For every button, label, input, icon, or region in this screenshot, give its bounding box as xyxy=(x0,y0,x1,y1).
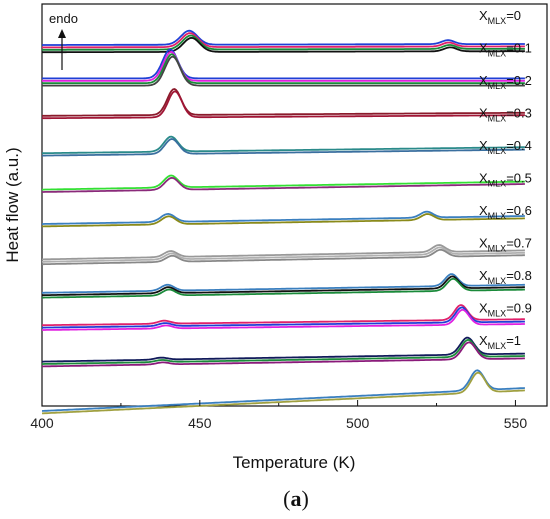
series-label-subscript: MLX xyxy=(488,81,507,91)
series-label-prefix: X xyxy=(479,41,488,56)
x-tick-label: 500 xyxy=(346,415,370,431)
series-label: XMLX=0.8 xyxy=(479,268,532,286)
series-label-subscript: MLX xyxy=(488,244,507,254)
curve-line xyxy=(42,34,525,51)
curve-line xyxy=(42,275,525,297)
curves xyxy=(41,29,525,415)
series-label-value: =0 xyxy=(506,8,521,23)
curve-line xyxy=(42,339,525,365)
series-label-prefix: X xyxy=(479,236,488,251)
series-label-value: =0.1 xyxy=(506,41,532,56)
series-label: XMLX=0.6 xyxy=(479,203,532,221)
series-label-value: =0.5 xyxy=(506,171,532,186)
curve-line xyxy=(42,210,525,225)
x-axis-ticks: 400 450 500 550 xyxy=(30,400,527,431)
series-label: XMLX=0.7 xyxy=(479,236,532,254)
curve-line xyxy=(42,135,525,155)
series-label-subscript: MLX xyxy=(488,146,507,156)
series-label-subscript: MLX xyxy=(488,179,507,189)
series-label-prefix: X xyxy=(479,171,488,186)
curve-line xyxy=(42,29,525,46)
curve-line xyxy=(42,309,525,331)
series-label: XMLX=0.1 xyxy=(479,41,532,59)
endo-arrow-head xyxy=(58,29,66,38)
curve-line xyxy=(42,306,525,329)
series-label-prefix: X xyxy=(479,8,488,23)
series-label-subscript: MLX xyxy=(488,114,507,124)
curve-line xyxy=(41,371,525,415)
series-label-value: =0.6 xyxy=(506,203,532,218)
curve-line xyxy=(42,53,525,85)
curve-line xyxy=(42,48,525,80)
series-label: XMLX=0 xyxy=(479,8,521,26)
series-label-prefix: X xyxy=(479,333,488,348)
series-label-value: =1 xyxy=(506,333,521,348)
series-label-prefix: X xyxy=(479,73,488,88)
series-label-value: =0.9 xyxy=(506,301,532,316)
series-label-value: =0.7 xyxy=(506,236,532,251)
series-label-subscript: MLX xyxy=(488,276,507,286)
series-label-subscript: MLX xyxy=(488,211,507,221)
series-label: XMLX=0.4 xyxy=(479,138,532,156)
series-label: XMLX=0.9 xyxy=(479,301,532,319)
series-label-value: =0.3 xyxy=(506,106,532,121)
series-label: XMLX=0.3 xyxy=(479,106,532,124)
curve-line xyxy=(42,55,525,87)
curve-line xyxy=(42,304,525,327)
curve-line xyxy=(42,341,525,368)
curve-line xyxy=(42,248,525,266)
series-label-prefix: X xyxy=(479,301,488,316)
series-labels: XMLX=0XMLX=0.1XMLX=0.2XMLX=0.3XMLX=0.4XM… xyxy=(479,8,532,351)
series-label: XMLX=1 xyxy=(479,333,521,351)
plot-frame xyxy=(41,3,548,407)
series-label-subscript: MLX xyxy=(488,49,507,59)
curve-line xyxy=(42,90,525,120)
curve-line xyxy=(42,88,525,117)
series-label-subscript: MLX xyxy=(488,309,507,319)
curve-line xyxy=(42,213,525,228)
series-label-subscript: MLX xyxy=(488,16,507,26)
endo-annotation: endo xyxy=(49,11,78,26)
curve-line xyxy=(42,174,525,191)
panel-letter: a xyxy=(291,486,302,511)
curve-line xyxy=(42,246,525,263)
x-tick-label: 450 xyxy=(188,415,212,431)
x-tick-label: 550 xyxy=(504,415,528,431)
series-label-value: =0.2 xyxy=(506,73,532,88)
series-label-value: =0.4 xyxy=(506,138,532,153)
series-label: XMLX=0.2 xyxy=(479,73,532,91)
x-tick-label: 400 xyxy=(30,415,54,431)
series-label: XMLX=0.5 xyxy=(479,171,532,189)
curve-line xyxy=(42,50,525,82)
curve-line xyxy=(42,273,525,294)
panel-label: (a) xyxy=(283,486,309,511)
x-axis-title: Temperature (K) xyxy=(233,453,356,472)
series-label-value: =0.8 xyxy=(506,268,532,283)
y-axis-title: Heat flow (a.u.) xyxy=(3,147,22,262)
curve-line xyxy=(42,138,525,157)
series-label-subscript: MLX xyxy=(488,341,507,351)
series-label-prefix: X xyxy=(479,138,488,153)
curve-line xyxy=(42,177,525,193)
series-label-prefix: X xyxy=(479,203,488,218)
series-label-prefix: X xyxy=(479,268,488,283)
series-label-prefix: X xyxy=(479,106,488,121)
curve-line xyxy=(42,32,525,49)
curve-line xyxy=(41,369,525,412)
plot-area xyxy=(41,3,548,407)
curve-line xyxy=(42,336,525,363)
curve-line xyxy=(42,37,525,54)
curve-line xyxy=(42,244,525,261)
curve-line xyxy=(42,278,525,299)
